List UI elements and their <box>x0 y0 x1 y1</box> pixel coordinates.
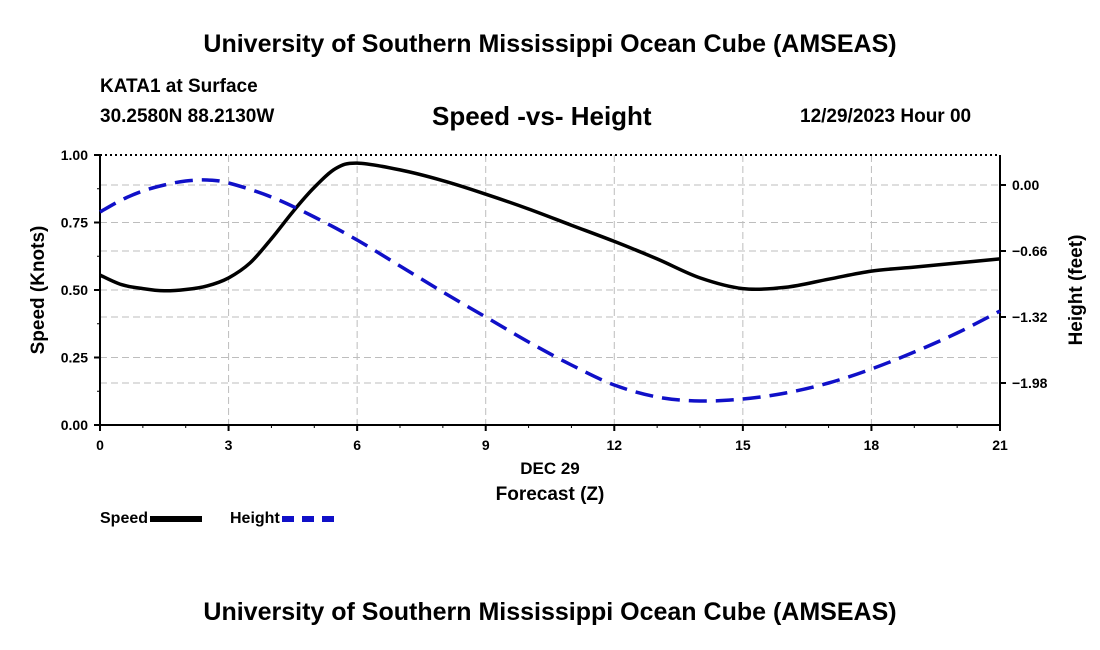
series-line-speed <box>99 161 1001 293</box>
y-right-tick-label: −1.98 <box>1012 375 1048 391</box>
x-tick-label: 18 <box>864 437 880 453</box>
station-coordinates: 30.2580N 88.2130W <box>100 106 275 127</box>
y-left-tick-label: 0.25 <box>61 350 88 366</box>
y-axis-right-label: Height (feet) <box>1066 235 1087 346</box>
legend-height-label: Height <box>230 510 280 527</box>
series-line-height <box>99 178 1001 403</box>
chart-subtitle: Speed -vs- Height <box>432 101 652 131</box>
y-right-tick-label: −1.32 <box>1012 309 1048 325</box>
y-axis-left-label: Speed (Knots) <box>28 226 49 355</box>
legend-speed: Speed <box>100 510 203 528</box>
station-label: KATA1 at Surface <box>100 76 258 97</box>
legend-height: Height <box>230 510 334 528</box>
x-tick-label: 3 <box>225 437 233 453</box>
legend-height-swatch <box>281 516 334 522</box>
x-tick-label: 21 <box>992 437 1008 453</box>
x-tick-label: 9 <box>482 437 490 453</box>
y-left-tick-label: 0.75 <box>61 215 88 231</box>
x-tick-label: 15 <box>735 437 751 453</box>
y-right-tick-label: 0.00 <box>1012 177 1039 193</box>
y-right-tick-label: −0.66 <box>1012 243 1048 259</box>
chart-title: University of Southern Mississippi Ocean… <box>203 30 897 58</box>
legend-speed-label: Speed <box>100 510 149 527</box>
x-axis-label: Forecast (Z) <box>496 484 605 505</box>
footer-title: University of Southern Mississippi Ocean… <box>203 598 897 626</box>
y-left-tick-label: 1.00 <box>61 147 88 163</box>
x-axis-date-label: DEC 29 <box>520 459 580 478</box>
x-tick-label: 6 <box>353 437 361 453</box>
forecast-datetime: 12/29/2023 Hour 00 <box>800 106 972 127</box>
legend-speed-swatch <box>150 516 203 522</box>
y-left-tick-label: 0.00 <box>61 417 88 433</box>
y-left-tick-label: 0.50 <box>61 282 88 298</box>
x-tick-label: 12 <box>606 437 622 453</box>
x-tick-label: 0 <box>96 437 104 453</box>
